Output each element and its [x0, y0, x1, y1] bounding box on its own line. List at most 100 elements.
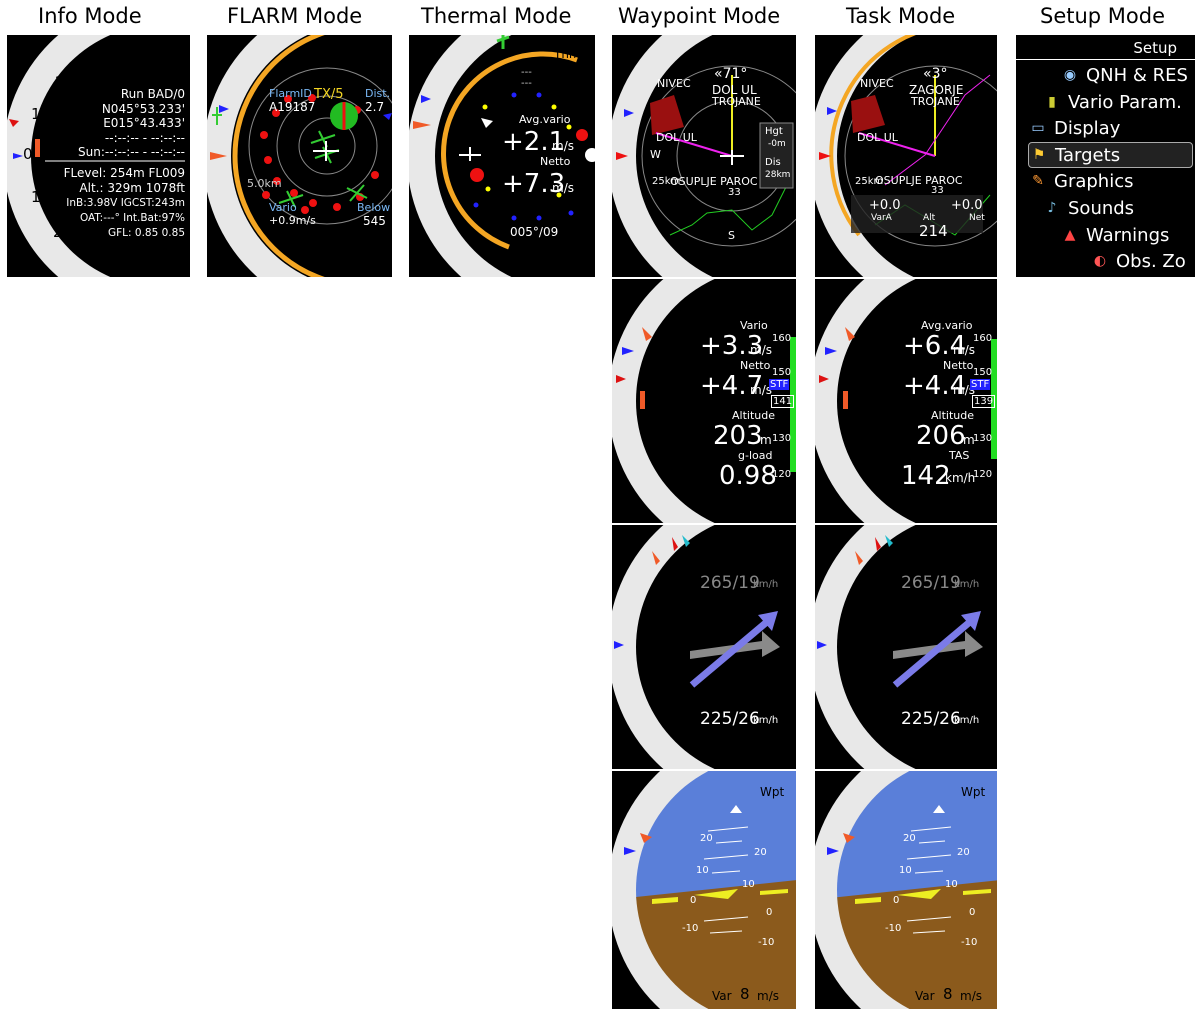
task-var-label: Var: [916, 255, 936, 269]
lon-line: E015°43.433': [103, 116, 185, 130]
scale-neg3: 3: [93, 246, 103, 264]
pitch-label-0l: 0: [690, 895, 697, 906]
task2-mode-label: Tsk: [961, 293, 980, 307]
wpt-var-value: 4: [740, 251, 750, 269]
task-pitch-10r: 10: [945, 879, 958, 890]
task-pitch-0r: 0: [969, 907, 976, 918]
task-net-label: Net: [969, 213, 985, 223]
task2-v3: 206: [916, 421, 966, 451]
monitor-icon: ▭: [1031, 120, 1045, 136]
wpt4-var-value: 8: [740, 985, 750, 1003]
pitch-label-10l: 10: [696, 865, 709, 876]
own-glider-icon: [313, 141, 339, 161]
blue-pointer-icon: [13, 153, 23, 159]
task2-v2: +4.4: [903, 371, 967, 401]
wpt2-l2: Netto: [740, 359, 771, 372]
attitude-aircraft-icon: [694, 889, 738, 899]
avg-vario-label: Avg.vario: [519, 113, 571, 126]
setup-item-sounds[interactable]: ♪ Sounds: [1044, 196, 1135, 220]
netto-value: +7.3: [502, 169, 566, 199]
task-range: 25km: [855, 176, 884, 187]
setup-item-warnings[interactable]: ▲ Warnings: [1062, 223, 1170, 247]
wpt2-u1: m/s: [750, 343, 772, 357]
waypoint-numeric-screen[interactable]: Wpt Vario +3.3 m/s Netto +4.7 m/s STF 14…: [612, 279, 796, 523]
info-mode-screen[interactable]: Inf 3 4 5 2 1 0 1 2 3 5 Var 4 kts Run BA…: [7, 35, 190, 277]
wpt-var-unit: m/s: [757, 255, 779, 269]
setup-item-label: Sounds: [1068, 197, 1135, 219]
wpt3-wind-unit-2: km/h: [753, 715, 779, 726]
task2-v4: 142: [901, 461, 951, 491]
task2-tick-3: 130: [973, 433, 993, 444]
scale-3: 3: [89, 45, 99, 63]
task2-var-label: Var: [915, 501, 935, 515]
waypoint-wind-screen[interactable]: Wpt 265/19 km/h 225/26 km/h Var 4 m/s: [612, 525, 796, 769]
task2-stf: STF: [970, 379, 991, 390]
wpt3-var-unit: m/s: [757, 747, 779, 761]
task-horizon-screen[interactable]: Wpt 20 20 10 10 0 0 -10 -10 Var 8 m/s: [815, 771, 997, 1009]
wpt2-tick-4: 120: [772, 469, 792, 480]
attitude-aircraft-icon: [897, 889, 941, 899]
wpt2-l3: Altitude: [732, 409, 775, 422]
thermal-dash-1: ---: [521, 67, 532, 78]
wpt-name-6: OSUPLJE PAROC: [670, 175, 758, 188]
own-glider-icon: [720, 150, 744, 165]
task-var-value: 8: [943, 251, 953, 269]
task3-var-label: Var: [915, 747, 935, 761]
scale-4: 4: [134, 41, 144, 59]
task-pitch-10l: 10: [899, 865, 912, 876]
task-wp-4: DOL UL: [857, 131, 898, 144]
wpt2-v2: +4.7: [700, 371, 764, 401]
wpt-name-7: 33: [728, 187, 741, 198]
task3-var-value: 4: [943, 743, 953, 761]
setup-item-targets[interactable]: ⚑ Targets: [1028, 142, 1193, 168]
setup-item-qnh[interactable]: ◉ QNH & RES: [1062, 63, 1188, 87]
thermal-mode-screen[interactable]: Thm --- --- Avg.vario +2.1 m/s Netto +7.…: [409, 35, 595, 277]
task-wp-5: OSUPLJE PAROC: [875, 174, 963, 187]
brush-icon: ✎: [1032, 173, 1044, 189]
wpt2-spd: 141: [771, 395, 795, 408]
wpt2-stf: STF: [769, 379, 790, 390]
task3-wind-unit-2: km/h: [954, 715, 980, 726]
task-pitch-20l: 20: [903, 833, 916, 844]
setup-item-label: Obs. Zo: [1116, 250, 1186, 272]
task-numeric-screen[interactable]: Tsk Avg.vario +6.4 m/s Netto +4.4 m/s ST…: [815, 279, 997, 523]
wpt-mode-label: Wpt: [760, 47, 785, 61]
task-wp-2: TROJANE: [911, 95, 960, 108]
header-task-mode: Task Mode: [846, 4, 956, 28]
scale-5: 5: [174, 57, 184, 75]
task-map-screen[interactable]: Tsk «3° ZAGORJE TROJANE NIVEC DOL UL OSU…: [815, 35, 997, 277]
task3-wind-1: 265/19: [901, 573, 961, 593]
wpt-name-2: TROJANE: [712, 95, 761, 108]
wpt4-var-label: Var: [712, 989, 732, 1003]
setup-item-vario[interactable]: ▮ Vario Param.: [1044, 90, 1182, 114]
setup-item-graphics[interactable]: ✎ Graphics: [1030, 169, 1133, 193]
setup-mode-screen[interactable]: Setup ◉ QNH & RES ▮ Vario Param. ▭ Displ…: [1016, 35, 1195, 277]
task2-tick-2: 150: [973, 367, 993, 378]
arrow-icon: [481, 118, 493, 128]
task2-u4: km/h: [945, 471, 976, 485]
wpt-name-3: NIVEC: [657, 77, 691, 90]
setup-item-display[interactable]: ▭ Display: [1030, 116, 1120, 140]
task-wind-screen[interactable]: Wpt 265/19 km/h 225/26 km/h Var 4 m/s: [815, 525, 997, 769]
time-line: --:--:-- - --:--:--: [104, 130, 185, 145]
wpt2-tick-2: 150: [772, 367, 792, 378]
flarm-mode-screen[interactable]: Flm FlarmID A19187 TX/5 Dist. 2.7 5.0km …: [207, 35, 392, 277]
setup-item-obs-zone[interactable]: ◐ Obs. Zo: [1092, 249, 1186, 273]
flarm-var-value: 4: [335, 251, 345, 269]
setup-item-label: Display: [1054, 117, 1121, 139]
waypoint-horizon-screen[interactable]: Wpt 20 20 10 10 0 0 -10 -10 Var 8 m/s: [612, 771, 796, 1009]
task2-var-unit: m/s: [960, 501, 982, 515]
task-pitch-20r: 20: [957, 847, 970, 858]
obs-zone-icon: ◐: [1093, 253, 1107, 269]
avg-vario-value: +2.1: [502, 127, 566, 157]
waypoint-map-screen[interactable]: Wpt «71° DOL UL TROJANE NIVEC DOL UL W O…: [612, 35, 796, 277]
task-wp-6: 33: [931, 185, 944, 196]
vario-bar: [35, 139, 40, 157]
wpt3-var-label: Var: [712, 747, 732, 761]
wpt-s: S: [728, 229, 735, 242]
var-label: Var: [107, 253, 127, 267]
pitch-label-20l: 20: [700, 833, 713, 844]
flarm-id-label: FlarmID: [269, 87, 312, 100]
sun-line: Sun:--:--:-- - --:--:--: [78, 145, 185, 159]
wpt-dis-value: 28km: [765, 170, 791, 180]
